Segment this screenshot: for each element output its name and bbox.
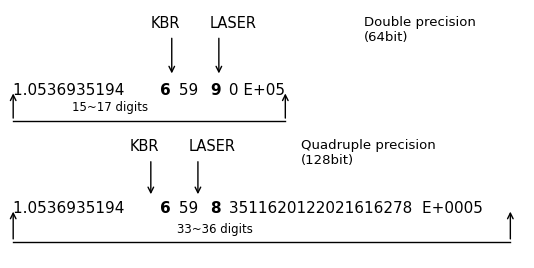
Text: KBR: KBR xyxy=(150,16,180,31)
Text: 3511620122021616278  E+0005: 3511620122021616278 E+0005 xyxy=(224,201,483,216)
Text: 0 E+05: 0 E+05 xyxy=(224,83,285,98)
Text: 59: 59 xyxy=(174,201,203,216)
Text: Double precision
(64bit): Double precision (64bit) xyxy=(364,16,476,44)
Text: LASER: LASER xyxy=(209,16,256,31)
Text: 9: 9 xyxy=(210,83,221,98)
Text: 59: 59 xyxy=(174,83,203,98)
Text: 6: 6 xyxy=(160,83,171,98)
Text: LASER: LASER xyxy=(189,139,235,154)
Text: Quadruple precision
(128bit): Quadruple precision (128bit) xyxy=(301,139,436,167)
Text: 1.0536935194: 1.0536935194 xyxy=(13,83,129,98)
Text: 8: 8 xyxy=(210,201,221,216)
Text: KBR: KBR xyxy=(129,139,159,154)
Text: 1.0536935194: 1.0536935194 xyxy=(13,201,129,216)
Text: 15~17 digits: 15~17 digits xyxy=(72,101,148,114)
Text: 6: 6 xyxy=(160,201,171,216)
Text: 33~36 digits: 33~36 digits xyxy=(177,224,253,236)
